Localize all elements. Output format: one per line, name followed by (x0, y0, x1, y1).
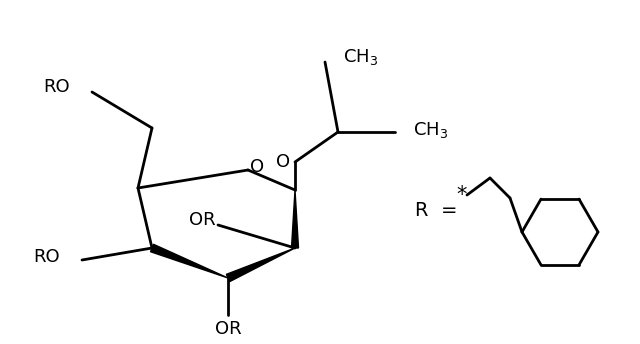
Text: OR: OR (214, 320, 241, 338)
Polygon shape (150, 244, 228, 278)
Text: R  =: R = (415, 201, 458, 219)
Text: CH$_3$: CH$_3$ (343, 47, 378, 67)
Text: O: O (276, 153, 290, 171)
Text: O: O (250, 158, 264, 176)
Polygon shape (227, 248, 295, 282)
Text: *: * (457, 185, 467, 205)
Text: RO: RO (44, 78, 70, 96)
Text: OR: OR (189, 211, 216, 229)
Polygon shape (291, 190, 298, 248)
Text: RO: RO (33, 248, 60, 266)
Text: CH$_3$: CH$_3$ (413, 120, 448, 140)
